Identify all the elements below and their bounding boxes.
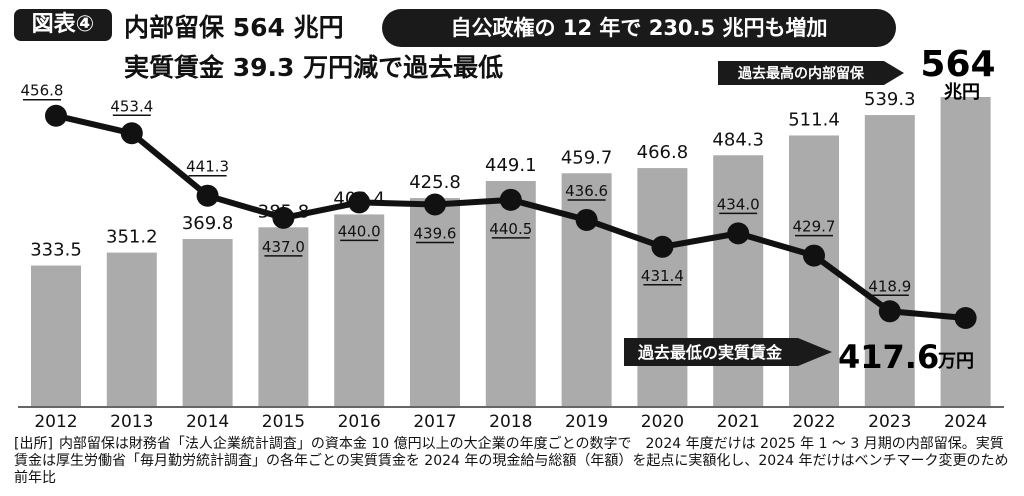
bar-2017 bbox=[410, 198, 460, 407]
wage-label-2020: 431.4 bbox=[641, 267, 684, 285]
max-reserve-value: 564 bbox=[920, 44, 995, 85]
wage-point-2012 bbox=[45, 104, 67, 127]
bar-2020 bbox=[637, 168, 688, 407]
wage-point-2018 bbox=[499, 188, 522, 211]
x-tick-2012: 2012 bbox=[34, 412, 77, 432]
wage-label-2014: 441.3 bbox=[186, 158, 229, 176]
bar-value-labels: 333.5351.2369.8385.8403.4425.8449.1459.7… bbox=[30, 89, 915, 260]
bar-label-2021: 484.3 bbox=[712, 129, 764, 150]
wage-point-2020 bbox=[651, 235, 674, 258]
bar-2018 bbox=[485, 181, 536, 407]
wage-point-2016 bbox=[348, 191, 371, 214]
x-tick-2019: 2019 bbox=[565, 412, 608, 432]
bar-2024 bbox=[940, 97, 991, 407]
chart-title-line1: 内部留保 564 兆円 bbox=[124, 13, 344, 42]
wage-label-2015: 437.0 bbox=[262, 238, 305, 256]
wage-point-2024 bbox=[954, 307, 977, 329]
wage-points bbox=[45, 104, 977, 329]
x-tick-2023: 2023 bbox=[868, 412, 911, 432]
bar-label-2020: 466.8 bbox=[637, 142, 689, 163]
x-tick-2015: 2015 bbox=[262, 412, 305, 432]
bar-label-2019: 459.7 bbox=[561, 147, 613, 168]
wage-label-2012: 456.8 bbox=[21, 82, 64, 100]
wage-label-2023: 418.9 bbox=[868, 277, 911, 295]
bar-label-2022: 511.4 bbox=[788, 109, 840, 130]
footnote-source-tag: [出所] bbox=[14, 436, 53, 452]
max-reserve-callout-box bbox=[718, 61, 904, 85]
wage-point-2019 bbox=[575, 208, 598, 231]
x-tick-2022: 2022 bbox=[792, 412, 835, 432]
bar-label-2023: 539.3 bbox=[864, 89, 916, 110]
max-reserve-unit: 兆円 bbox=[944, 82, 980, 103]
x-tick-2021: 2021 bbox=[717, 412, 760, 432]
bar-label-2017: 425.8 bbox=[409, 172, 461, 193]
wage-label-2017: 439.6 bbox=[414, 224, 457, 242]
min-wage-callout-box bbox=[624, 338, 832, 366]
max-reserve-callout-label: 過去最高の内部留保 bbox=[737, 65, 865, 82]
wage-point-2014 bbox=[196, 184, 219, 207]
bar-2013 bbox=[106, 252, 157, 407]
x-tick-2016: 2016 bbox=[338, 412, 381, 432]
x-tick-2017: 2017 bbox=[413, 412, 456, 432]
bar-2014 bbox=[182, 238, 233, 407]
wage-label-2022: 429.7 bbox=[793, 218, 836, 236]
wage-label-2021: 434.0 bbox=[717, 195, 760, 213]
wage-label-2013: 453.4 bbox=[110, 97, 153, 115]
bar-2019 bbox=[561, 173, 612, 407]
chart-title-line2: 実質賃金 39.3 万円減で過去最低 bbox=[124, 53, 504, 82]
wage-label-2016: 440.0 bbox=[338, 222, 381, 240]
x-tick-2024: 2024 bbox=[944, 412, 987, 432]
x-tick-2013: 2013 bbox=[110, 412, 153, 432]
min-wage-unit: 万円 bbox=[937, 351, 974, 372]
wage-point-2023 bbox=[878, 300, 901, 323]
min-wage-callout-label: 過去最低の実質賃金 bbox=[637, 343, 783, 362]
bar-2012 bbox=[31, 265, 81, 407]
figure-number-badge: 図表④ bbox=[14, 9, 112, 41]
bar-label-2012: 333.5 bbox=[30, 240, 82, 261]
footnote-text: 内部留保は財務省「法人企業統計調査」の資本金 10 億円以上の大企業の年度ごとの… bbox=[14, 436, 1009, 486]
bar-label-2014: 369.8 bbox=[182, 213, 234, 234]
bar-2015 bbox=[258, 227, 309, 407]
wage-value-labels: 456.8 453.4 441.3 437.0 440.0 439.6 440.5 436.6… bbox=[21, 82, 911, 297]
footnote: [出所] 内部留保は財務省「法人企業統計調査」の資本金 10 億円以上の大企業の年… bbox=[14, 436, 1014, 487]
wage-point-2013 bbox=[120, 122, 143, 145]
x-axis-tick-labels: 2012 2013 2014 2015 2016 2017 2018 2019 2020 2021… bbox=[34, 412, 987, 432]
min-wage-value: 417.6 bbox=[838, 338, 939, 376]
wage-point-2022 bbox=[803, 244, 825, 267]
bar-2021 bbox=[713, 155, 764, 407]
wage-point-2021 bbox=[727, 222, 750, 245]
subtitle-banner: 自公政権の 12 年で 230.5 兆円も増加 bbox=[382, 9, 896, 47]
wage-label-2018: 440.5 bbox=[489, 220, 532, 238]
bar-2016 bbox=[334, 214, 385, 407]
bar-label-2013: 351.2 bbox=[106, 227, 158, 248]
wage-point-2015 bbox=[272, 206, 295, 229]
wage-point-2017 bbox=[424, 193, 446, 216]
x-tick-2020: 2020 bbox=[641, 412, 684, 432]
x-tick-2018: 2018 bbox=[489, 412, 532, 432]
bar-2023 bbox=[864, 115, 915, 407]
bar-label-2018: 449.1 bbox=[485, 155, 537, 176]
x-tick-2014: 2014 bbox=[186, 412, 229, 432]
wage-label-2019: 436.6 bbox=[565, 182, 608, 200]
